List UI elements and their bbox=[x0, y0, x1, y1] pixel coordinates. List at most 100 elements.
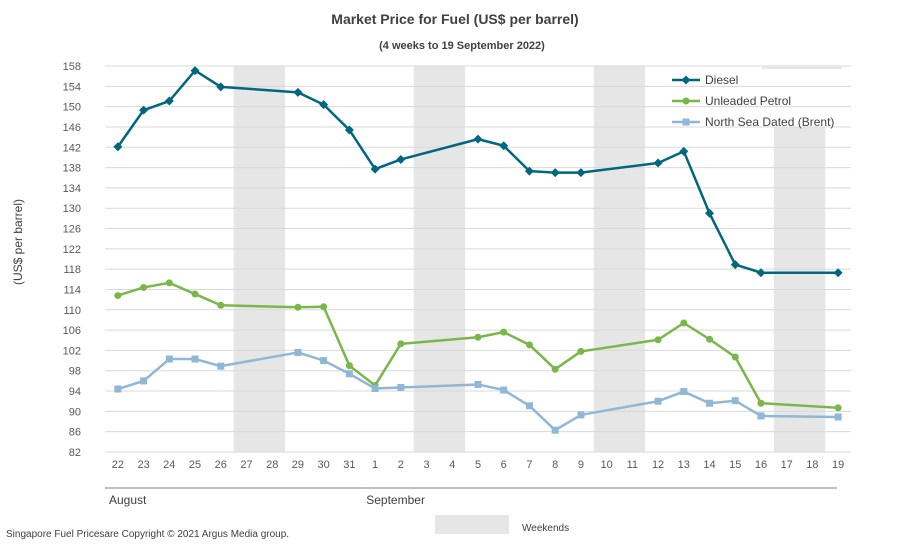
diesel-point bbox=[653, 158, 663, 168]
diesel-point bbox=[113, 142, 123, 152]
x-tick-label: 6 bbox=[501, 459, 507, 471]
unleaded-point bbox=[706, 335, 714, 343]
diesel-point bbox=[473, 134, 483, 144]
month-labels: August September bbox=[105, 487, 837, 507]
diesel-point bbox=[499, 141, 509, 151]
diesel-point bbox=[139, 105, 149, 115]
x-tick-label: 11 bbox=[627, 459, 638, 471]
y-tick-label: 106 bbox=[63, 325, 81, 337]
brent-point bbox=[525, 402, 533, 410]
diesel-point bbox=[524, 166, 534, 176]
chart-subtitle: (4 weeks to 19 September 2022) bbox=[379, 40, 545, 52]
x-tick-label: 18 bbox=[806, 459, 818, 471]
brent-point bbox=[397, 383, 405, 391]
brent-point bbox=[114, 385, 122, 393]
series-lines bbox=[113, 66, 843, 434]
y-tick-label: 122 bbox=[63, 244, 81, 256]
x-tick-label: 8 bbox=[552, 459, 558, 471]
diesel-point bbox=[730, 260, 740, 270]
x-tick-label: 9 bbox=[578, 459, 584, 471]
unleaded-point bbox=[217, 301, 225, 309]
unleaded-point bbox=[731, 353, 739, 361]
legend: Diesel Unleaded Petrol North Sea Dated (Br… bbox=[672, 66, 842, 129]
y-axis-label: (US$ per barrel) bbox=[11, 199, 25, 285]
unleaded-point bbox=[191, 290, 199, 298]
unleaded-point bbox=[834, 404, 842, 412]
x-tick-label: 24 bbox=[163, 459, 175, 471]
weekend-legend-swatch bbox=[435, 515, 509, 534]
unleaded-point bbox=[682, 97, 690, 105]
brent-point bbox=[474, 380, 482, 388]
diesel-point bbox=[370, 164, 380, 174]
footer-copyright: Singapore Fuel Pricesare Copyright © 202… bbox=[6, 529, 289, 540]
brent-point bbox=[165, 355, 173, 363]
x-tick-label: 30 bbox=[318, 459, 330, 471]
x-tick-label: 15 bbox=[729, 459, 741, 471]
brent-point bbox=[551, 426, 559, 434]
legend-label: Diesel bbox=[705, 73, 738, 87]
diesel-point bbox=[833, 268, 843, 278]
y-tick-label: 90 bbox=[69, 406, 81, 418]
brent-point bbox=[680, 388, 688, 396]
brent-point bbox=[294, 348, 302, 356]
y-tick-label: 86 bbox=[69, 427, 81, 439]
x-tick-label: 2 bbox=[398, 459, 404, 471]
unleaded-point bbox=[397, 340, 405, 348]
y-tick-label: 134 bbox=[63, 183, 81, 195]
unleaded-point bbox=[114, 292, 122, 300]
unleaded-point bbox=[500, 328, 508, 336]
x-tick-label: 19 bbox=[832, 459, 844, 471]
x-tick-label: 17 bbox=[781, 459, 793, 471]
y-tick-label: 150 bbox=[63, 102, 81, 114]
unleaded-point bbox=[294, 303, 302, 311]
weekend-legend-label: Weekends bbox=[522, 523, 569, 534]
x-tick-label: 22 bbox=[112, 459, 124, 471]
brent-point bbox=[577, 411, 585, 419]
unleaded-point bbox=[474, 333, 482, 341]
y-tick-label: 142 bbox=[63, 142, 81, 154]
brent-point bbox=[834, 413, 842, 421]
month-label: September bbox=[366, 493, 425, 507]
x-tick-label: 23 bbox=[137, 459, 149, 471]
x-tick-label: 4 bbox=[449, 459, 455, 471]
y-tick-label: 102 bbox=[63, 345, 81, 357]
diesel-point bbox=[681, 75, 691, 85]
legend-top-band bbox=[762, 66, 842, 69]
x-tick-label: 5 bbox=[475, 459, 481, 471]
x-tick-label: 28 bbox=[266, 459, 278, 471]
month-label: August bbox=[109, 493, 147, 507]
x-tick-label: 16 bbox=[755, 459, 767, 471]
brent-point bbox=[320, 357, 328, 365]
x-tick-label: 14 bbox=[703, 459, 715, 471]
x-tick-label: 25 bbox=[189, 459, 201, 471]
weekend-bands bbox=[233, 66, 826, 453]
x-tick-label: 12 bbox=[652, 459, 664, 471]
unleaded-point bbox=[165, 279, 173, 287]
unleaded-point bbox=[654, 336, 662, 344]
diesel-point bbox=[576, 168, 586, 178]
unleaded-point bbox=[757, 399, 765, 407]
unleaded-line bbox=[117, 281, 839, 410]
brent-point bbox=[345, 370, 353, 378]
diesel-point bbox=[550, 168, 560, 178]
brent-point bbox=[757, 412, 765, 420]
brent-point bbox=[140, 377, 148, 385]
brent-point bbox=[217, 362, 225, 370]
x-tick-label: 1 bbox=[372, 459, 378, 471]
weekend-band bbox=[233, 66, 286, 452]
brent-point bbox=[371, 385, 379, 393]
x-tick-label: 7 bbox=[526, 459, 532, 471]
diesel-point bbox=[164, 96, 174, 106]
y-tick-label: 114 bbox=[63, 284, 81, 296]
y-axis-ticks: 82 86 90 94 98 102 106 110 114 118 122 126 130 134 138… bbox=[63, 61, 81, 459]
weekend-band bbox=[413, 66, 466, 452]
brent-point bbox=[731, 397, 739, 405]
diesel-point bbox=[293, 87, 303, 97]
unleaded-point bbox=[320, 303, 328, 311]
x-tick-label: 3 bbox=[423, 459, 429, 471]
y-tick-label: 118 bbox=[63, 264, 81, 276]
x-tick-label: 10 bbox=[600, 459, 612, 471]
y-tick-label: 158 bbox=[63, 61, 81, 73]
x-tick-label: 13 bbox=[678, 459, 690, 471]
